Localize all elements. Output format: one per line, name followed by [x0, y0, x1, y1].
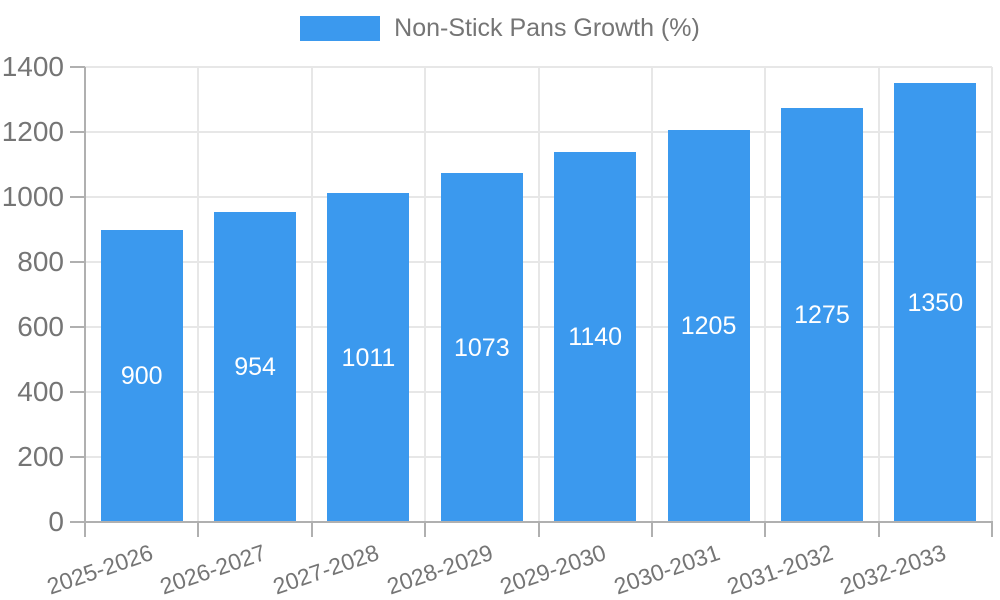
- y-tick-label: 200: [17, 441, 64, 472]
- y-tick-label: 1000: [1, 181, 64, 212]
- bar-value-label: 900: [120, 361, 163, 390]
- v-gridline: [650, 67, 653, 522]
- x-axis-line: [84, 521, 993, 523]
- x-tick-mark: [877, 522, 880, 537]
- y-tick-mark: [70, 456, 85, 458]
- bar-value-label: 1073: [454, 333, 510, 362]
- bar[interactable]: [327, 193, 410, 521]
- y-tick-label: 400: [17, 376, 64, 407]
- y-tick-mark: [70, 326, 85, 328]
- legend-color-swatch: [300, 16, 381, 41]
- bar[interactable]: [214, 211, 297, 521]
- y-tick-label: 1200: [1, 116, 64, 147]
- y-tick-label: 1400: [1, 51, 64, 82]
- x-tick-mark: [197, 522, 200, 537]
- bar-value-label: 1011: [341, 343, 396, 372]
- bar-value-label: 1275: [794, 300, 850, 329]
- x-tick-mark: [310, 522, 313, 537]
- y-tick-mark: [70, 391, 85, 393]
- y-tick-label: 600: [17, 311, 64, 342]
- bar-value-label: 954: [234, 352, 276, 381]
- bar[interactable]: [894, 83, 977, 521]
- v-gridline: [991, 67, 993, 522]
- bar[interactable]: [780, 107, 863, 521]
- legend-label: Non-Stick Pans Growth (%): [394, 14, 700, 42]
- x-tick-mark: [991, 522, 993, 537]
- x-tick-mark: [424, 522, 427, 537]
- v-gridline: [197, 67, 200, 522]
- y-tick-label: 800: [17, 246, 64, 277]
- v-gridline: [424, 67, 427, 522]
- y-tick-mark: [70, 196, 85, 198]
- x-tick-mark: [537, 522, 540, 537]
- bar[interactable]: [100, 229, 183, 521]
- bar-value-label: 1140: [568, 322, 623, 351]
- bar-value-label: 1205: [680, 312, 737, 341]
- bar[interactable]: [554, 151, 637, 521]
- y-tick-mark: [70, 66, 85, 68]
- x-tick-mark: [84, 522, 86, 537]
- v-gridline: [537, 67, 540, 522]
- chart-legend[interactable]: Non-Stick Pans Growth (%): [0, 16, 1000, 41]
- x-tick-mark: [764, 522, 767, 537]
- v-gridline: [877, 67, 880, 522]
- y-tick-mark: [70, 521, 85, 523]
- y-tick-mark: [70, 131, 85, 133]
- y-axis-line: [84, 67, 86, 522]
- v-gridline: [764, 67, 767, 522]
- y-tick-label: 0: [48, 506, 64, 537]
- y-tick-mark: [70, 261, 85, 263]
- x-tick-mark: [650, 522, 653, 537]
- bar[interactable]: [667, 130, 750, 521]
- v-gridline: [310, 67, 313, 522]
- bar[interactable]: [440, 173, 523, 521]
- bar-value-label: 1350: [907, 288, 964, 317]
